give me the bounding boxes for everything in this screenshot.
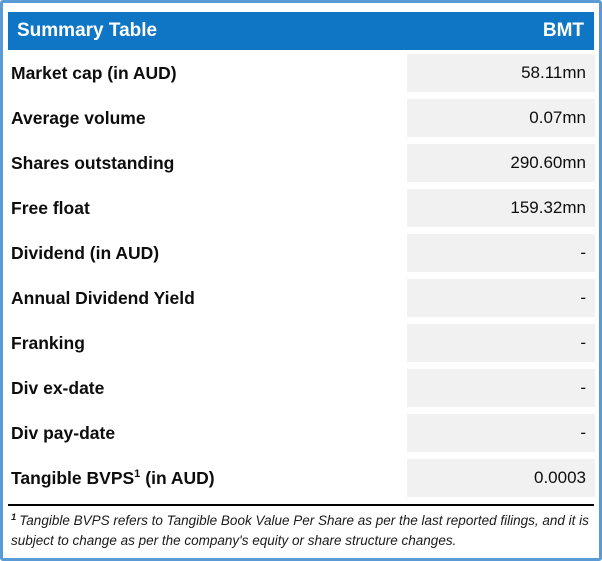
table-header: Summary Table BMT <box>8 12 594 50</box>
footnote-divider <box>8 504 594 506</box>
footnote-marker: 1 <box>11 511 17 523</box>
table-row: Shares outstanding 290.60mn <box>7 144 595 182</box>
row-value: - <box>407 414 595 452</box>
row-label: Div pay-date <box>11 422 116 443</box>
row-label: Annual Dividend Yield <box>11 287 195 308</box>
row-label: Average volume <box>11 107 146 128</box>
row-value: 0.07mn <box>407 99 595 137</box>
table-row: Market cap (in AUD) 58.11mn <box>7 54 595 92</box>
row-value: 159.32mn <box>407 189 595 227</box>
row-label: Market cap (in AUD) <box>11 62 177 83</box>
row-label: Dividend (in AUD) <box>11 242 160 263</box>
row-value: - <box>407 369 595 407</box>
row-value: 0.0003 <box>407 459 595 497</box>
ticker-label: BMT <box>542 20 584 41</box>
table-row: Free float 159.32mn <box>7 189 595 227</box>
table-body: Market cap (in AUD) 58.11mn Average volu… <box>7 54 595 497</box>
row-label: Shares outstanding <box>11 152 175 173</box>
footnote-reference-superscript: 1 <box>134 467 141 480</box>
row-label: Tangible BVPS1 (in AUD) <box>7 468 407 489</box>
row-label: Free float <box>11 197 90 218</box>
row-label: Div ex-date <box>11 377 105 398</box>
table-row: Annual Dividend Yield - <box>7 279 595 317</box>
table-row: Dividend (in AUD) - <box>7 234 595 272</box>
table-title: Summary Table <box>17 20 158 41</box>
row-value: 58.11mn <box>407 54 595 92</box>
row-label-text: Tangible BVPS <box>11 467 135 488</box>
table-row: Franking - <box>7 324 595 362</box>
row-label: Franking <box>11 332 85 353</box>
row-value: - <box>407 234 595 272</box>
row-value: - <box>407 279 595 317</box>
row-value: 290.60mn <box>407 144 595 182</box>
footnote-text: Tangible BVPS refers to Tangible Book Va… <box>11 513 589 549</box>
row-value: - <box>407 324 595 362</box>
table-row: Tangible BVPS1 (in AUD) 0.0003 <box>7 459 595 497</box>
table-row: Average volume 0.07mn <box>7 99 595 137</box>
row-label-suffix: (in AUD) <box>145 467 215 488</box>
table-row: Div ex-date - <box>7 369 595 407</box>
footnote: 1 Tangible BVPS refers to Tangible Book V… <box>7 506 595 552</box>
table-row: Div pay-date - <box>7 414 595 452</box>
